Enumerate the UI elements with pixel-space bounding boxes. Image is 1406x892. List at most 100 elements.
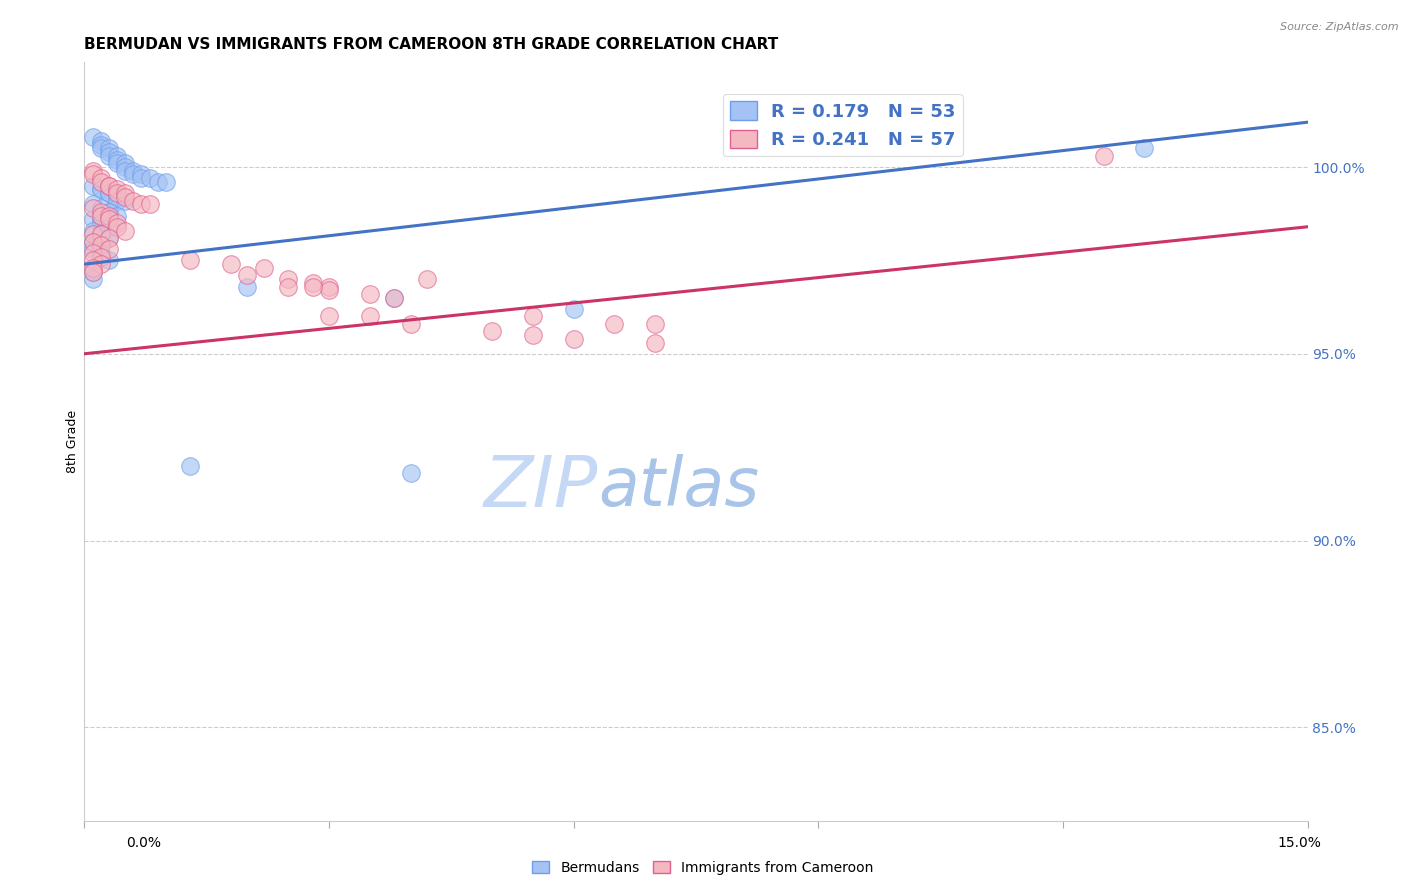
- Point: [97, 212, 120, 227]
- Point: [522, 310, 544, 324]
- Point: [90, 246, 112, 260]
- Point: [82, 197, 104, 211]
- Point: [105, 194, 128, 208]
- Point: [105, 182, 128, 196]
- Point: [82, 227, 104, 242]
- Point: [90, 212, 112, 227]
- Point: [318, 279, 340, 293]
- Point: [82, 201, 104, 215]
- Point: [155, 175, 177, 189]
- Point: [90, 238, 112, 252]
- Point: [481, 324, 503, 338]
- Point: [82, 272, 104, 286]
- Point: [82, 242, 104, 256]
- Point: [90, 134, 112, 148]
- Point: [82, 264, 104, 278]
- Point: [82, 235, 104, 249]
- Point: [82, 168, 104, 182]
- Point: [138, 171, 160, 186]
- Point: [105, 219, 128, 234]
- Point: [82, 260, 104, 275]
- Point: [399, 317, 422, 331]
- Point: [562, 301, 585, 316]
- Point: [382, 291, 405, 305]
- Point: [90, 250, 112, 264]
- Point: [97, 178, 120, 193]
- Point: [603, 317, 626, 331]
- Point: [131, 197, 153, 211]
- Point: [105, 153, 128, 167]
- Point: [105, 186, 128, 201]
- Point: [97, 141, 120, 155]
- Point: [219, 257, 242, 271]
- Point: [97, 219, 120, 234]
- Point: [82, 212, 104, 227]
- Point: [318, 310, 340, 324]
- Point: [97, 149, 120, 163]
- Point: [114, 186, 136, 201]
- Point: [416, 272, 439, 286]
- Point: [301, 276, 323, 290]
- Point: [82, 178, 104, 193]
- Point: [114, 190, 136, 204]
- Point: [97, 186, 120, 201]
- Point: [82, 163, 104, 178]
- Point: [1092, 149, 1115, 163]
- Point: [90, 201, 112, 215]
- Point: [82, 253, 104, 268]
- Point: [82, 246, 104, 260]
- Text: 15.0%: 15.0%: [1278, 836, 1322, 850]
- Point: [97, 186, 120, 201]
- Point: [236, 268, 259, 283]
- Point: [97, 253, 120, 268]
- Point: [90, 171, 112, 186]
- Point: [90, 227, 112, 242]
- Point: [105, 209, 128, 223]
- Point: [277, 279, 299, 293]
- Point: [90, 216, 112, 230]
- Point: [359, 310, 381, 324]
- Point: [253, 260, 276, 275]
- Point: [318, 283, 340, 297]
- Point: [97, 204, 120, 219]
- Point: [114, 163, 136, 178]
- Point: [97, 231, 120, 245]
- Y-axis label: 8th Grade: 8th Grade: [66, 410, 79, 473]
- Point: [114, 160, 136, 174]
- Point: [90, 175, 112, 189]
- Point: [82, 264, 104, 278]
- Point: [114, 156, 136, 170]
- Point: [90, 182, 112, 196]
- Point: [301, 279, 323, 293]
- Point: [90, 257, 112, 271]
- Point: [179, 253, 201, 268]
- Text: ZIP: ZIP: [484, 452, 598, 522]
- Point: [97, 209, 120, 223]
- Point: [122, 168, 145, 182]
- Point: [97, 178, 120, 193]
- Point: [236, 279, 259, 293]
- Point: [644, 335, 666, 350]
- Point: [179, 458, 201, 473]
- Point: [90, 141, 112, 155]
- Point: [105, 156, 128, 170]
- Point: [97, 231, 120, 245]
- Point: [1133, 141, 1156, 155]
- Point: [131, 168, 153, 182]
- Point: [90, 137, 112, 152]
- Point: [105, 190, 128, 204]
- Point: [522, 328, 544, 343]
- Point: [97, 204, 120, 219]
- Point: [105, 149, 128, 163]
- Point: [82, 235, 104, 249]
- Point: [105, 216, 128, 230]
- Point: [82, 223, 104, 237]
- Point: [90, 204, 112, 219]
- Point: [562, 332, 585, 346]
- Text: 0.0%: 0.0%: [127, 836, 162, 850]
- Point: [90, 182, 112, 196]
- Point: [277, 272, 299, 286]
- Point: [114, 223, 136, 237]
- Text: Source: ZipAtlas.com: Source: ZipAtlas.com: [1281, 22, 1399, 32]
- Point: [90, 227, 112, 242]
